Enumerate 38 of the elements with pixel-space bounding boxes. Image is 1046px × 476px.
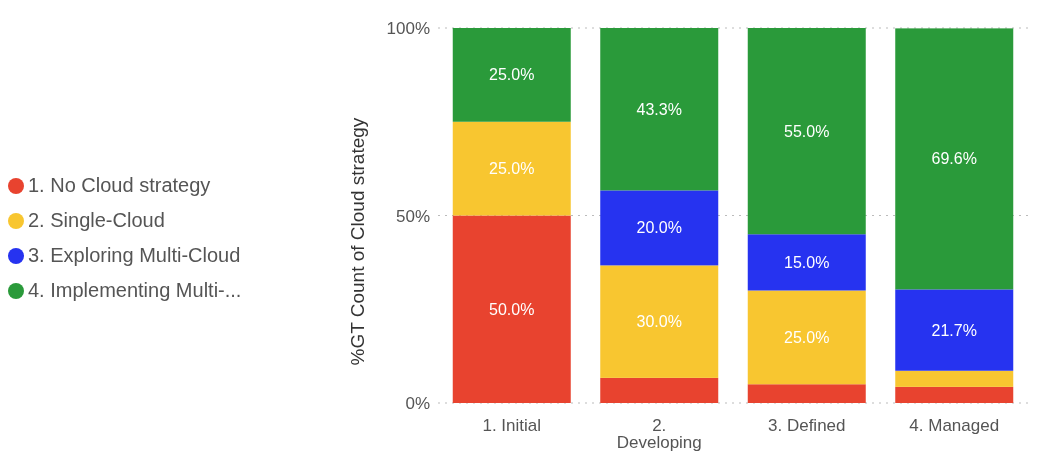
bar (895, 370, 1014, 387)
legend-label: 1. No Cloud strategy (28, 174, 211, 197)
bar (747, 234, 866, 291)
y-axis-title: %GT Count of Cloud strategy (346, 117, 368, 366)
y-tick-label: 50% (395, 206, 430, 226)
bar (600, 190, 719, 266)
data-label: 69.6% (931, 150, 977, 168)
data-label: 25.0% (784, 328, 830, 346)
bar (600, 377, 719, 403)
x-tick-label: 1. Initial (482, 416, 542, 436)
data-label: 15.0% (784, 253, 830, 271)
bar (747, 28, 866, 235)
x-tick-label: 2. Developing (616, 416, 702, 453)
data-label: 50.0% (489, 300, 535, 318)
bar (600, 265, 719, 378)
bar (452, 28, 571, 122)
data-label: 55.0% (784, 122, 830, 140)
x-tick-label: 4. Managed (909, 416, 1000, 436)
y-tick-label: 0% (405, 394, 430, 414)
data-label: 21.7% (931, 321, 977, 339)
bar (895, 289, 1014, 371)
y-tick-label: 100% (386, 19, 430, 39)
legend-label: 4. Implementing Multi-... (28, 279, 242, 302)
legend-label: 3. Exploring Multi-Cloud (28, 244, 241, 267)
bar (747, 384, 866, 403)
bar (747, 290, 866, 385)
data-label: 25.0% (489, 160, 535, 178)
legend-label: 2. Single-Cloud (28, 209, 165, 232)
bar (895, 386, 1014, 403)
data-label: 43.3% (636, 100, 682, 118)
bar (452, 215, 571, 403)
bar (600, 28, 719, 191)
bar (895, 28, 1014, 290)
data-label: 30.0% (636, 313, 682, 331)
data-label: 20.0% (636, 219, 682, 237)
data-label: 25.0% (489, 66, 535, 84)
x-tick-label: 3. Defined (768, 416, 846, 436)
bar (452, 121, 571, 216)
